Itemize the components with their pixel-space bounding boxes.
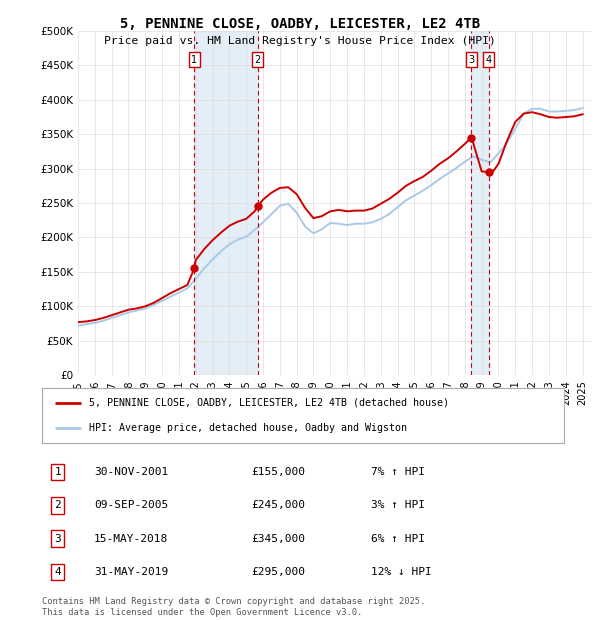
Bar	[471, 31, 488, 375]
Text: 5, PENNINE CLOSE, OADBY, LEICESTER, LE2 4TB (detached house): 5, PENNINE CLOSE, OADBY, LEICESTER, LE2 …	[89, 397, 449, 407]
Text: 2: 2	[254, 55, 261, 65]
Text: HPI: Average price, detached house, Oadby and Wigston: HPI: Average price, detached house, Oadb…	[89, 423, 407, 433]
Text: 31-MAY-2019: 31-MAY-2019	[94, 567, 169, 577]
Text: £295,000: £295,000	[251, 567, 305, 577]
Text: 30-NOV-2001: 30-NOV-2001	[94, 467, 169, 477]
Text: 1: 1	[54, 467, 61, 477]
Text: 5, PENNINE CLOSE, OADBY, LEICESTER, LE2 4TB: 5, PENNINE CLOSE, OADBY, LEICESTER, LE2 …	[120, 17, 480, 32]
Text: £345,000: £345,000	[251, 534, 305, 544]
Text: 12% ↓ HPI: 12% ↓ HPI	[371, 567, 431, 577]
Text: 7% ↑ HPI: 7% ↑ HPI	[371, 467, 425, 477]
Bar	[194, 31, 258, 375]
Text: 3: 3	[54, 534, 61, 544]
Text: 2: 2	[54, 500, 61, 510]
Text: 4: 4	[485, 55, 492, 65]
Text: 4: 4	[54, 567, 61, 577]
Text: 6% ↑ HPI: 6% ↑ HPI	[371, 534, 425, 544]
Text: Contains HM Land Registry data © Crown copyright and database right 2025.
This d: Contains HM Land Registry data © Crown c…	[42, 598, 425, 617]
Text: Price paid vs. HM Land Registry's House Price Index (HPI): Price paid vs. HM Land Registry's House …	[104, 36, 496, 46]
Text: 09-SEP-2005: 09-SEP-2005	[94, 500, 169, 510]
Text: £155,000: £155,000	[251, 467, 305, 477]
Text: 1: 1	[191, 55, 197, 65]
Text: £245,000: £245,000	[251, 500, 305, 510]
Text: 15-MAY-2018: 15-MAY-2018	[94, 534, 169, 544]
Text: 3% ↑ HPI: 3% ↑ HPI	[371, 500, 425, 510]
Text: 3: 3	[468, 55, 474, 65]
